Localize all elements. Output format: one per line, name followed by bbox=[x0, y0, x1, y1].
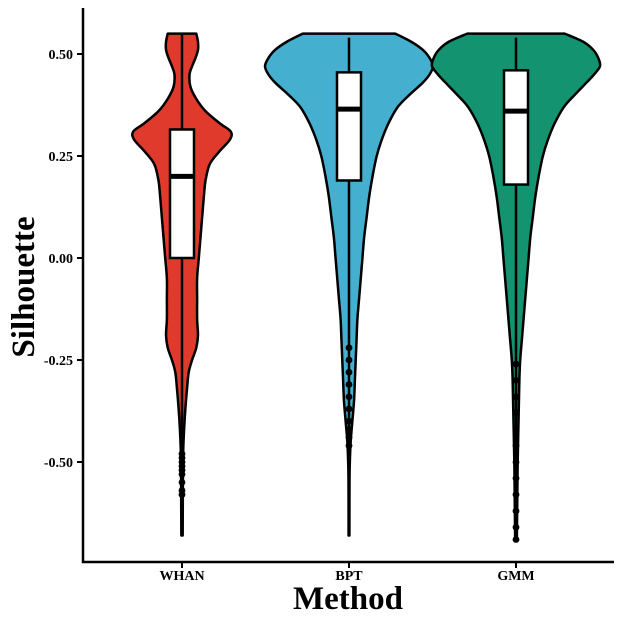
x-ticks: WHAN BPT GMM bbox=[159, 562, 535, 584]
box-whan bbox=[168, 128, 196, 260]
box-gmm bbox=[502, 69, 530, 186]
outlier-point bbox=[178, 491, 186, 499]
outlier-point bbox=[345, 405, 353, 413]
outlier-point bbox=[345, 417, 353, 425]
outlier-point bbox=[512, 409, 520, 417]
outlier-point bbox=[345, 442, 353, 450]
outlier-point bbox=[512, 442, 520, 450]
y-axis-title: Silhouette bbox=[6, 216, 42, 357]
outlier-point bbox=[345, 344, 353, 352]
outlier-point bbox=[512, 377, 520, 384]
outlier-point bbox=[512, 523, 520, 531]
y-tick-label: -0.50 bbox=[44, 456, 73, 471]
x-tick-label: WHAN bbox=[159, 569, 204, 584]
outlier-point bbox=[512, 491, 520, 499]
outlier-point bbox=[512, 360, 520, 368]
outlier-point bbox=[178, 479, 186, 486]
x-tick-label: GMM bbox=[497, 569, 534, 584]
y-tick-label: 0.25 bbox=[49, 150, 74, 165]
outlier-point bbox=[512, 425, 520, 433]
violin-group-bpt bbox=[263, 32, 435, 537]
outlier-point bbox=[345, 425, 353, 433]
y-ticks: -0.50 -0.25 0.00 0.25 0.50 bbox=[44, 48, 83, 471]
violin-layer bbox=[131, 32, 602, 543]
violin-group-whan bbox=[131, 32, 233, 537]
y-tick-label: -0.25 bbox=[44, 354, 73, 369]
outlier-point bbox=[345, 368, 353, 376]
y-tick-label: 0.00 bbox=[49, 252, 74, 267]
outlier-point bbox=[512, 474, 520, 482]
x-tick-label: BPT bbox=[335, 569, 363, 584]
outlier-point bbox=[512, 507, 520, 515]
outlier-point bbox=[345, 381, 353, 388]
outlier-point bbox=[345, 356, 353, 364]
y-tick-label: 0.50 bbox=[49, 48, 74, 63]
outlier-point bbox=[345, 434, 353, 441]
violin-group-gmm bbox=[430, 32, 602, 543]
box-bpt bbox=[335, 71, 363, 182]
outlier-point bbox=[512, 393, 520, 401]
outlier-point bbox=[512, 458, 520, 466]
outlier-point bbox=[512, 536, 520, 543]
outlier-point bbox=[178, 470, 186, 478]
outlier-point bbox=[345, 393, 353, 401]
x-axis-title: Method bbox=[293, 581, 403, 617]
